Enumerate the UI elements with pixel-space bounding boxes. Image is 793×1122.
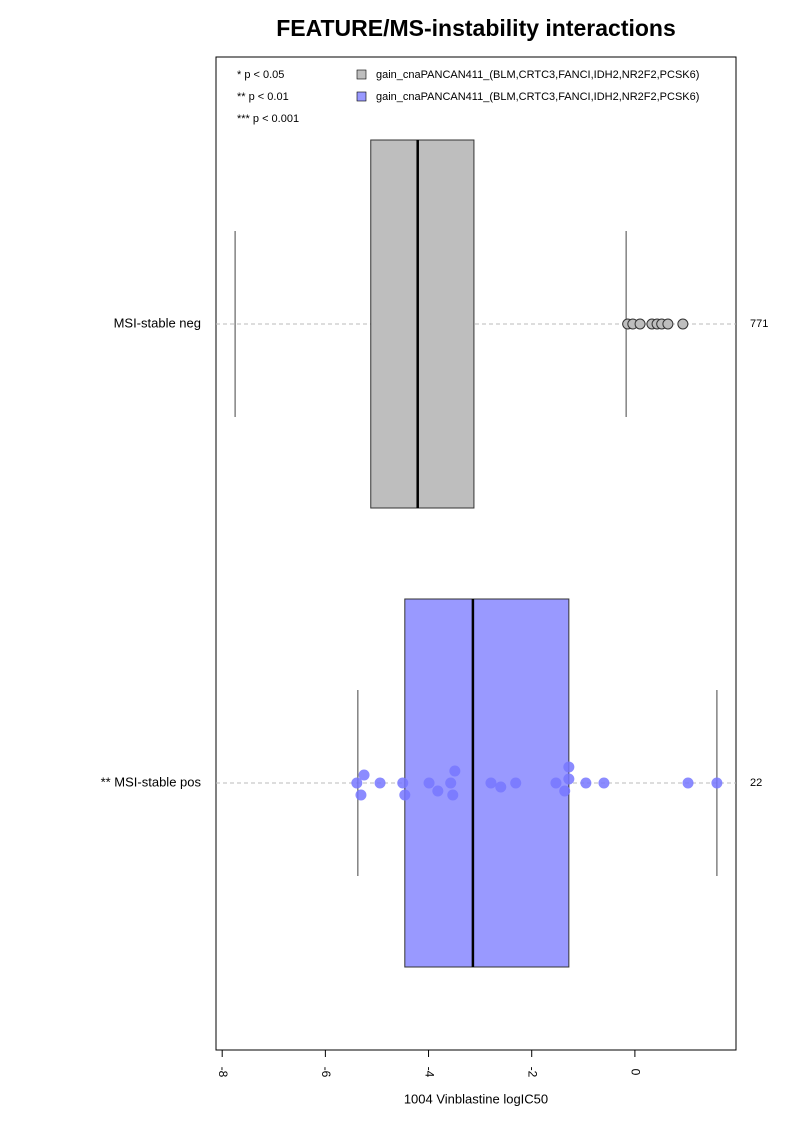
- category-label: ** MSI-stable pos: [101, 774, 202, 789]
- point: [711, 777, 723, 789]
- point: [358, 769, 370, 781]
- note: ** p < 0.01: [237, 91, 289, 103]
- point: [449, 765, 461, 777]
- legend-swatch: [356, 91, 367, 102]
- point: [559, 785, 571, 797]
- point: [351, 777, 363, 789]
- x-tick-label: -8: [216, 1067, 230, 1078]
- point: [432, 785, 444, 797]
- point: [563, 761, 575, 773]
- point: [510, 777, 522, 789]
- point: [550, 777, 562, 789]
- point: [399, 789, 411, 801]
- point: [445, 777, 457, 789]
- point: [355, 789, 367, 801]
- legend-label: gain_cnaPANCAN411_(BLM,CRTC3,FANCI,IDH2,…: [376, 69, 699, 81]
- box: [370, 139, 475, 509]
- note: * p < 0.05: [237, 69, 284, 81]
- x-tick-label: -2: [526, 1067, 540, 1078]
- category-label: MSI-stable neg: [114, 315, 201, 330]
- point: [485, 777, 497, 789]
- point: [423, 777, 435, 789]
- outlier: [662, 318, 674, 330]
- point: [495, 781, 507, 793]
- point: [397, 777, 409, 789]
- point: [598, 777, 610, 789]
- count-label: 771: [750, 318, 768, 330]
- note: *** p < 0.001: [237, 113, 299, 125]
- x-tick-label: 0: [629, 1069, 643, 1076]
- outlier: [634, 318, 646, 330]
- legend-swatch: [356, 69, 367, 80]
- count-label: 22: [750, 777, 762, 789]
- point: [580, 777, 592, 789]
- point: [563, 773, 575, 785]
- x-axis-label: 1004 Vinblastine logIC50: [404, 1091, 548, 1106]
- point: [447, 789, 459, 801]
- outlier: [677, 318, 689, 330]
- x-tick-label: -6: [319, 1067, 333, 1078]
- point: [682, 777, 694, 789]
- point: [374, 777, 386, 789]
- legend-label: gain_cnaPANCAN411_(BLM,CRTC3,FANCI,IDH2,…: [376, 91, 699, 103]
- x-tick-label: -4: [422, 1067, 436, 1078]
- chart-title: FEATURE/MS-instability interactions: [276, 15, 676, 41]
